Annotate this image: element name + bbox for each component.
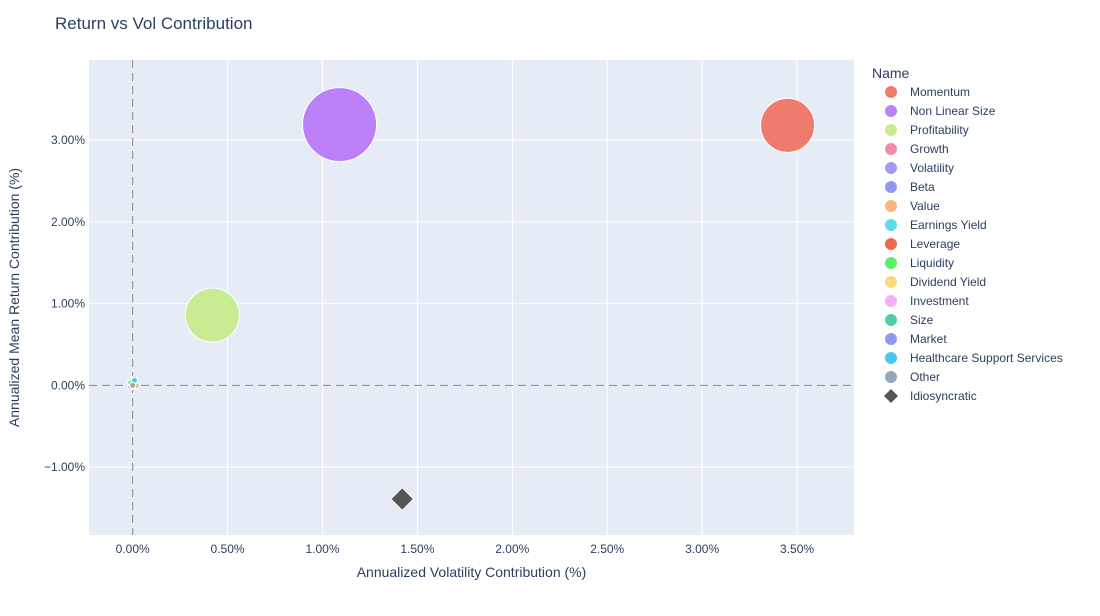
x-axis-title: Annualized Volatility Contribution (%) <box>357 564 587 580</box>
legend-label: Healthcare Support Services <box>910 351 1063 365</box>
legend-marker <box>885 219 897 231</box>
legend-label: Size <box>910 313 934 327</box>
x-tick-label: 3.50% <box>780 542 814 556</box>
legend-label: Beta <box>910 180 935 194</box>
data-markers[interactable] <box>127 87 816 512</box>
marker-non-linear-size[interactable] <box>302 87 378 163</box>
legend-marker <box>885 257 897 269</box>
y-tick-label: 0.00% <box>51 378 85 392</box>
reference-lines <box>89 60 854 535</box>
legend-label: Investment <box>910 294 969 308</box>
legend-label: Momentum <box>910 85 970 99</box>
legend-item-profitability[interactable]: Profitability <box>885 123 969 137</box>
legend-marker <box>885 86 897 98</box>
marker-momentum[interactable] <box>760 97 816 153</box>
legend-marker <box>885 238 897 250</box>
legend-marker <box>885 181 897 193</box>
legend-item-healthcare-support-services[interactable]: Healthcare Support Services <box>885 351 1063 365</box>
legend-item-market[interactable]: Market <box>885 332 947 346</box>
legend-item-dividend-yield[interactable]: Dividend Yield <box>885 275 986 289</box>
legend-item-leverage[interactable]: Leverage <box>885 237 960 251</box>
legend-item-growth[interactable]: Growth <box>885 142 949 156</box>
legend-label: Volatility <box>910 161 954 175</box>
x-tick-label: 1.50% <box>400 542 434 556</box>
legend-label: Profitability <box>910 123 969 137</box>
legend-label: Value <box>910 199 940 213</box>
legend-marker <box>885 371 897 383</box>
legend-label: Dividend Yield <box>910 275 986 289</box>
legend-item-momentum[interactable]: Momentum <box>885 85 970 99</box>
x-axis-ticks: 0.00% 0.50% 1.00% 1.50% 2.00% 2.50% 3.00% 3.50% <box>116 542 815 556</box>
x-tick-label: 1.00% <box>305 542 339 556</box>
legend-item-other[interactable]: Other <box>885 370 940 384</box>
legend-item-size[interactable]: Size <box>885 313 934 327</box>
y-tick-label: 3.00% <box>51 133 85 147</box>
legend-label: Other <box>910 370 940 384</box>
marker-other[interactable] <box>129 381 137 389</box>
y-tick-label: 1.00% <box>51 297 85 311</box>
x-tick-label: 2.00% <box>495 542 529 556</box>
legend-marker <box>885 162 897 174</box>
legend-label: Market <box>910 332 947 346</box>
legend-marker <box>885 352 897 364</box>
legend-label: Earnings Yield <box>910 218 987 232</box>
legend-item-volatility[interactable]: Volatility <box>885 161 954 175</box>
legend-item-investment[interactable]: Investment <box>885 294 969 308</box>
legend-item-beta[interactable]: Beta <box>885 180 935 194</box>
legend-item-non-linear-size[interactable]: Non Linear Size <box>885 104 996 118</box>
y-tick-label: −1.00% <box>44 460 85 474</box>
legend-label: Non Linear Size <box>910 104 996 118</box>
legend-label: Idiosyncratic <box>910 389 977 403</box>
legend: Name Momentum Non Linear Size Profitabilit… <box>872 65 1063 403</box>
x-tick-label: 0.50% <box>211 542 245 556</box>
legend-item-idiosyncratic[interactable]: Idiosyncratic <box>884 389 977 403</box>
legend-label: Liquidity <box>910 256 954 270</box>
legend-label: Growth <box>910 142 949 156</box>
marker-profitability[interactable] <box>184 287 240 343</box>
legend-item-liquidity[interactable]: Liquidity <box>885 256 954 270</box>
y-tick-label: 2.00% <box>51 215 85 229</box>
legend-marker <box>885 105 897 117</box>
legend-item-value[interactable]: Value <box>885 199 940 213</box>
legend-marker <box>885 333 897 345</box>
legend-item-earnings-yield[interactable]: Earnings Yield <box>885 218 987 232</box>
x-tick-label: 2.50% <box>590 542 624 556</box>
legend-marker <box>885 276 897 288</box>
x-tick-label: 3.00% <box>685 542 719 556</box>
y-axis-title: Annualized Mean Return Contribution (%) <box>6 168 22 427</box>
x-tick-label: 0.00% <box>116 542 150 556</box>
y-axis-ticks: −1.00% 0.00% 1.00% 2.00% 3.00% <box>44 133 85 474</box>
legend-title: Name <box>872 65 910 81</box>
legend-marker <box>885 295 897 307</box>
legend-marker <box>885 143 897 155</box>
legend-marker <box>885 314 897 326</box>
legend-items: Momentum Non Linear Size Profitability Grow… <box>884 85 1063 403</box>
legend-marker <box>884 389 898 403</box>
legend-marker <box>885 124 897 136</box>
legend-label: Leverage <box>910 237 960 251</box>
chart-title: Return vs Vol Contribution <box>55 14 253 33</box>
marker-idiosyncratic[interactable] <box>390 486 415 512</box>
legend-marker <box>885 200 897 212</box>
